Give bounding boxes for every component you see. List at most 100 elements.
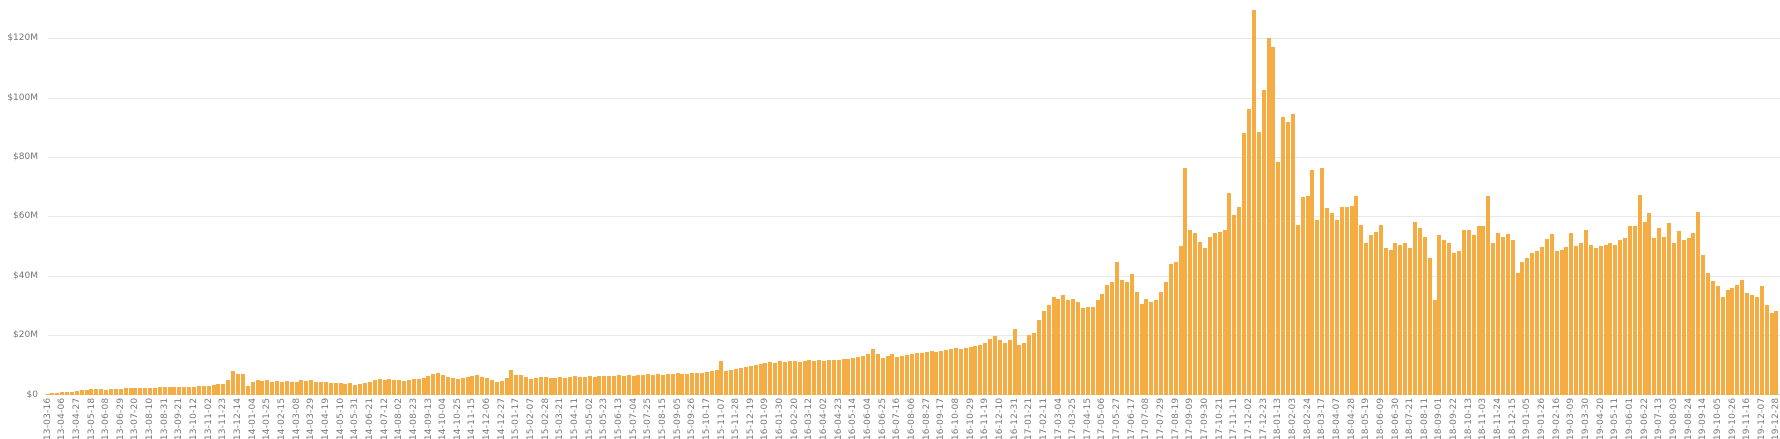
bar[interactable]	[1281, 116, 1286, 395]
bar[interactable]	[1535, 250, 1540, 395]
bar[interactable]	[875, 354, 880, 395]
bar[interactable]	[1759, 286, 1764, 395]
bar[interactable]	[1466, 230, 1471, 395]
bar[interactable]	[802, 360, 807, 395]
bar[interactable]	[377, 379, 382, 395]
bar[interactable]	[900, 355, 905, 395]
bar[interactable]	[890, 354, 895, 395]
bar[interactable]	[968, 347, 973, 395]
bar[interactable]	[1701, 254, 1706, 395]
bar[interactable]	[1662, 236, 1667, 395]
bar[interactable]	[1320, 167, 1325, 395]
bar[interactable]	[1276, 161, 1281, 395]
bar[interactable]	[538, 377, 543, 395]
bar[interactable]	[1388, 249, 1393, 395]
bar[interactable]	[1173, 262, 1178, 395]
bar[interactable]	[152, 387, 157, 395]
bar[interactable]	[1193, 232, 1198, 395]
bar[interactable]	[480, 376, 485, 395]
bar[interactable]	[485, 378, 490, 395]
bar[interactable]	[1007, 340, 1012, 395]
bar[interactable]	[621, 375, 626, 395]
bar[interactable]	[1393, 242, 1398, 395]
bar[interactable]	[724, 370, 729, 395]
bar[interactable]	[250, 381, 255, 395]
bar[interactable]	[1408, 247, 1413, 395]
bar[interactable]	[460, 377, 465, 395]
bar[interactable]	[685, 373, 690, 395]
bar[interactable]	[402, 380, 407, 395]
bar[interactable]	[885, 355, 890, 395]
bar[interactable]	[841, 358, 846, 395]
bar[interactable]	[1579, 243, 1584, 395]
bar[interactable]	[914, 352, 919, 395]
bar[interactable]	[577, 377, 582, 395]
bar[interactable]	[275, 380, 280, 395]
bar[interactable]	[553, 378, 558, 395]
bar[interactable]	[1349, 206, 1354, 395]
bar[interactable]	[1036, 320, 1041, 395]
bar[interactable]	[895, 356, 900, 395]
bar[interactable]	[656, 374, 660, 395]
bar[interactable]	[177, 386, 182, 395]
bar[interactable]	[529, 378, 534, 395]
bar[interactable]	[949, 349, 954, 395]
bar[interactable]	[905, 355, 910, 395]
bar[interactable]	[826, 359, 831, 395]
bar[interactable]	[1593, 247, 1598, 395]
bar[interactable]	[1730, 287, 1735, 395]
bar[interactable]	[192, 386, 197, 395]
bar[interactable]	[1710, 281, 1715, 395]
bar[interactable]	[651, 374, 656, 395]
bar[interactable]	[1569, 232, 1574, 395]
bar[interactable]	[294, 381, 299, 395]
bar[interactable]	[1076, 301, 1081, 395]
bar[interactable]	[1623, 238, 1628, 395]
bar[interactable]	[822, 360, 827, 395]
bar[interactable]	[797, 361, 802, 395]
bar[interactable]	[626, 374, 631, 395]
bar[interactable]	[367, 381, 372, 395]
bar[interactable]	[1163, 281, 1168, 395]
bar[interactable]	[1671, 243, 1676, 395]
bar[interactable]	[1583, 230, 1588, 395]
bar[interactable]	[1066, 300, 1071, 395]
bar[interactable]	[74, 390, 79, 395]
bar[interactable]	[1417, 227, 1422, 395]
bar[interactable]	[421, 377, 426, 395]
bar[interactable]	[533, 377, 538, 395]
bar[interactable]	[729, 369, 734, 395]
bar[interactable]	[709, 371, 714, 395]
bar[interactable]	[1266, 38, 1271, 395]
bar[interactable]	[1764, 304, 1769, 395]
bar[interactable]	[406, 379, 411, 395]
bar[interactable]	[953, 347, 958, 395]
bar[interactable]	[817, 360, 822, 395]
bar[interactable]	[1676, 231, 1681, 395]
bar[interactable]	[1510, 240, 1515, 395]
bar[interactable]	[1251, 9, 1256, 395]
bar[interactable]	[1588, 244, 1593, 395]
bar[interactable]	[993, 335, 997, 395]
bar[interactable]	[1017, 345, 1022, 395]
bar[interactable]	[270, 381, 275, 395]
bar[interactable]	[123, 388, 128, 395]
bar[interactable]	[1447, 242, 1452, 395]
bar[interactable]	[1618, 239, 1623, 395]
bar[interactable]	[812, 361, 817, 395]
bar[interactable]	[319, 382, 323, 395]
bar[interactable]	[397, 379, 402, 395]
bar[interactable]	[1681, 239, 1686, 395]
bar[interactable]	[1452, 252, 1457, 395]
bar[interactable]	[1305, 196, 1310, 395]
bar[interactable]	[782, 361, 787, 395]
bar[interactable]	[333, 382, 338, 395]
bar[interactable]	[416, 378, 421, 395]
bar[interactable]	[1027, 335, 1032, 395]
bar[interactable]	[455, 378, 460, 395]
bar[interactable]	[1413, 221, 1418, 395]
bar[interactable]	[143, 387, 148, 395]
bar[interactable]	[846, 359, 851, 395]
bar[interactable]	[1437, 234, 1442, 395]
bar[interactable]	[1080, 308, 1085, 395]
